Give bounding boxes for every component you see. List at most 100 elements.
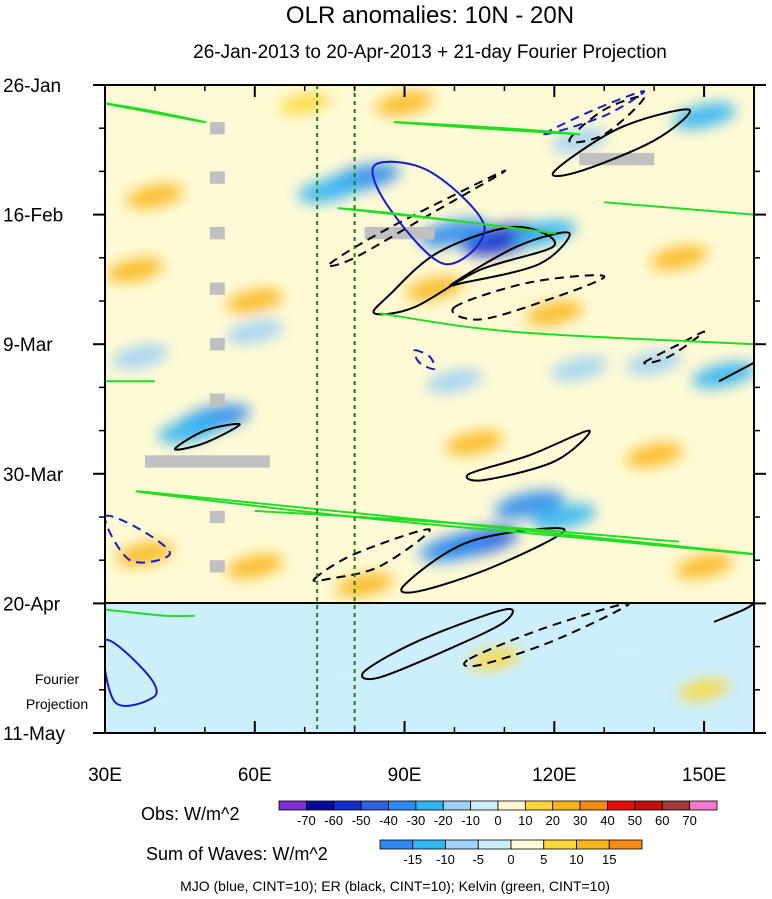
kelvin-contour-21 [393,121,581,136]
anomaly-blob-5 [419,219,490,248]
plot-area [105,85,754,733]
mjo-contour-17 [543,90,646,136]
anomaly-blob-24 [106,258,164,283]
anomaly-blob-35 [279,92,330,115]
waves-colorbar-swatch-2 [445,839,479,850]
missing-data-box-2 [209,226,225,240]
anomaly-blob-18 [550,128,608,153]
er-contour-7 [718,361,754,383]
missing-data-box-7 [209,560,225,573]
mjo-contour-15 [371,160,486,266]
waves-colorbar-swatch-3 [477,839,512,850]
waves-colorbar-level-label-5: 10 [569,852,583,867]
waves-colorbar-swatch-0 [379,839,414,850]
plot-frame [104,84,755,734]
anomaly-blob-19 [129,691,180,714]
waves-colorbar-swatch-4 [510,839,545,850]
obs-colorbar-swatch-10 [552,800,581,811]
missing-data-box-4 [209,338,225,351]
waves-colorbar-level-label-3: 0 [507,852,514,867]
anomaly-blob-26 [376,91,433,116]
waves-colorbar-swatch-1 [412,839,446,850]
obs-colorbar-swatch-3 [360,800,389,811]
er-contour-5 [400,527,566,594]
projection-field-background [105,603,754,733]
y-tick-label-2: 9-Mar [3,335,53,356]
missing-data-box-10 [579,152,655,166]
anomaly-blob-21 [604,641,655,664]
er-contour-1 [448,231,571,288]
anomaly-blob-12 [692,362,754,389]
obs-colorbar-swatch-2 [333,800,362,811]
projection-label-line1: Fourier [35,671,80,687]
obs-colorbar-level-label-3: -40 [379,813,398,828]
anomaly-blob-27 [406,276,463,301]
anomaly-blob-28 [445,430,503,455]
obs-colorbar-level-label-4: -30 [406,813,425,828]
anomaly-blob-31 [525,301,583,326]
anomaly-blob-17 [111,344,169,369]
missing-data-box-0 [209,122,225,135]
anomaly-field [106,91,754,714]
anomaly-blob-1 [157,417,222,444]
mjo-contour-19 [413,349,436,371]
obs-colorbar: -70 -60 -50 -40 -30 -20 -10 0 10 20 30 40 50 60 70 [278,800,718,828]
waves-colorbar-label: Sum of Waves: W/m^2 [146,844,328,864]
obs-colorbar-level-label-14: 70 [682,813,696,828]
obs-colorbar-level-label-11: 40 [600,813,614,828]
anomaly-blob-37 [679,678,730,701]
obs-colorbar-swatch-9 [524,800,554,811]
kelvin-contour-20 [105,102,207,124]
kelvin-contour-23 [379,312,754,346]
obs-colorbar-swatch-11 [579,800,608,811]
obs-colorbar-swatch-5 [415,800,444,811]
waves-colorbar-level-label-2: -5 [472,852,484,867]
anomaly-blob-16 [226,319,284,344]
obs-colorbar-level-label-12: 50 [628,813,642,828]
obs-colorbar-swatch-8 [497,800,526,811]
y-tick-label-0: 26-Jan [3,76,61,97]
anomaly-blob-25 [226,289,284,313]
obs-colorbar-level-label-13: 60 [655,813,669,828]
missing-data-box-6 [209,510,225,524]
er-contour-10 [451,274,606,321]
obs-colorbar-label: Obs: W/m^2 [141,804,239,824]
obs-colorbar-swatch-15 [689,800,718,811]
obs-colorbar-level-label-9: 20 [546,813,560,828]
y-tick-label-5: 11-May [3,724,65,745]
anomaly-blob-14 [550,356,608,381]
er-contour-9 [327,169,507,267]
x-tick-label-4: 150E [682,765,726,786]
obs-colorbar-level-label-8: 10 [518,813,532,828]
x-tick-label-1: 60E [238,765,272,786]
obs-colorbar-level-label-5: -20 [434,813,453,828]
obs-colorbar-level-label-10: 30 [573,813,587,828]
waves-colorbar-level-label-4: 5 [540,852,547,867]
waves-colorbar-level-label-6: 15 [602,852,616,867]
axes: 30E 60E 90E 120E 150E 26-Jan 16-Feb 9-Mar 30-Mar… [3,76,766,786]
obs-colorbar-level-label-2: -50 [352,813,371,828]
chart-subtitle: 26-Jan-2013 to 20-Apr-2013 + 21-day Four… [193,42,667,63]
kelvin-contour-27 [105,608,195,618]
y-tick-label-4: 20-Apr [3,594,61,615]
obs-colorbar-swatch-13 [634,800,663,811]
mjo-contour-16 [105,638,158,707]
er-contour-14 [463,602,631,668]
obs-colorbar-swatch-1 [305,800,335,811]
obs-colorbar-level-label-6: -10 [461,813,480,828]
x-tick-label-0: 30E [88,765,122,786]
waves-colorbar-swatch-6 [576,839,610,850]
obs-colorbar-swatch-0 [278,800,307,811]
waves-colorbar-level-label-0: -15 [403,852,422,867]
obs-colorbar-swatch-7 [470,800,499,811]
anomaly-blob-29 [625,443,683,468]
waves-colorbar-level-label-1: -10 [436,852,455,867]
er-contour-6 [551,108,692,178]
anomaly-blob-3 [297,176,362,203]
er-contour-2 [465,429,591,482]
obs-colorbar-level-label-0: -70 [297,813,316,828]
waves-colorbar-swatch-7 [608,839,643,850]
obs-colorbar-swatch-4 [388,800,417,811]
kelvin-contour-24 [604,201,754,216]
